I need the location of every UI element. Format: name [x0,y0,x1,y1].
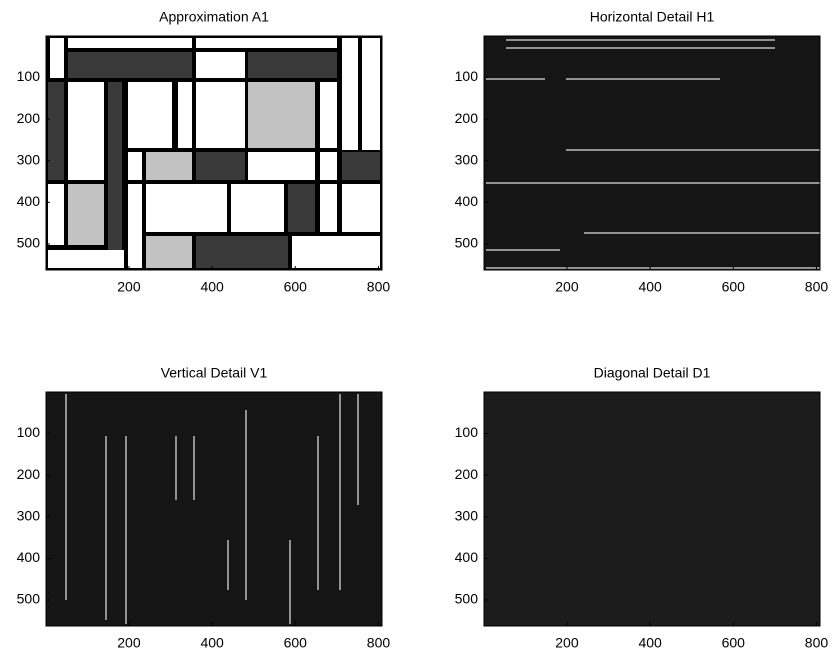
x-tick-label: 400 [200,279,224,295]
diagonal-detail-image [484,392,820,626]
approximation-image [46,36,382,270]
y-tick-label: 500 [17,591,41,607]
y-tick-label: 300 [17,507,41,523]
x-tick-label: 800 [805,279,829,295]
axes-box [483,391,821,627]
panel-title: Approximation A1 [159,9,269,25]
x-tick-label: 800 [367,279,391,295]
x-tick-label: 200 [117,635,141,651]
y-tick-label: 200 [17,110,41,126]
x-tick-label: 200 [555,279,579,295]
x-tick-label: 600 [284,635,308,651]
x-tick-label: 600 [722,279,746,295]
x-tick-label: 200 [117,279,141,295]
x-tick-label: 400 [200,635,224,651]
x-tick-label: 200 [555,635,579,651]
y-tick-label: 100 [17,424,41,440]
x-tick-label: 400 [638,279,662,295]
horizontal-detail-image [484,36,820,270]
y-tick-label: 100 [455,424,479,440]
y-tick-label: 100 [17,68,41,84]
y-tick-label: 200 [17,466,41,482]
y-tick-label: 300 [17,151,41,167]
y-tick-label: 300 [455,507,479,523]
y-tick-label: 400 [455,549,479,565]
panel-title: Vertical Detail V1 [161,365,268,381]
y-tick-label: 400 [455,193,479,209]
axes-box [483,35,821,271]
y-tick-label: 200 [455,110,479,126]
y-tick-label: 500 [17,235,41,251]
x-tick-label: 800 [367,635,391,651]
y-tick-label: 400 [17,193,41,209]
y-tick-label: 500 [455,591,479,607]
panel-title: Diagonal Detail D1 [594,365,711,381]
y-tick-label: 200 [455,466,479,482]
y-tick-label: 500 [455,235,479,251]
x-tick-label: 600 [722,635,746,651]
x-tick-label: 600 [284,279,308,295]
x-tick-label: 400 [638,635,662,651]
axes-box [45,35,383,271]
y-tick-label: 300 [455,151,479,167]
panel-title: Horizontal Detail H1 [590,9,715,25]
x-tick-label: 800 [805,635,829,651]
vertical-detail-image [46,392,382,626]
y-tick-label: 100 [455,68,479,84]
y-tick-label: 400 [17,549,41,565]
axes-box [45,391,383,627]
